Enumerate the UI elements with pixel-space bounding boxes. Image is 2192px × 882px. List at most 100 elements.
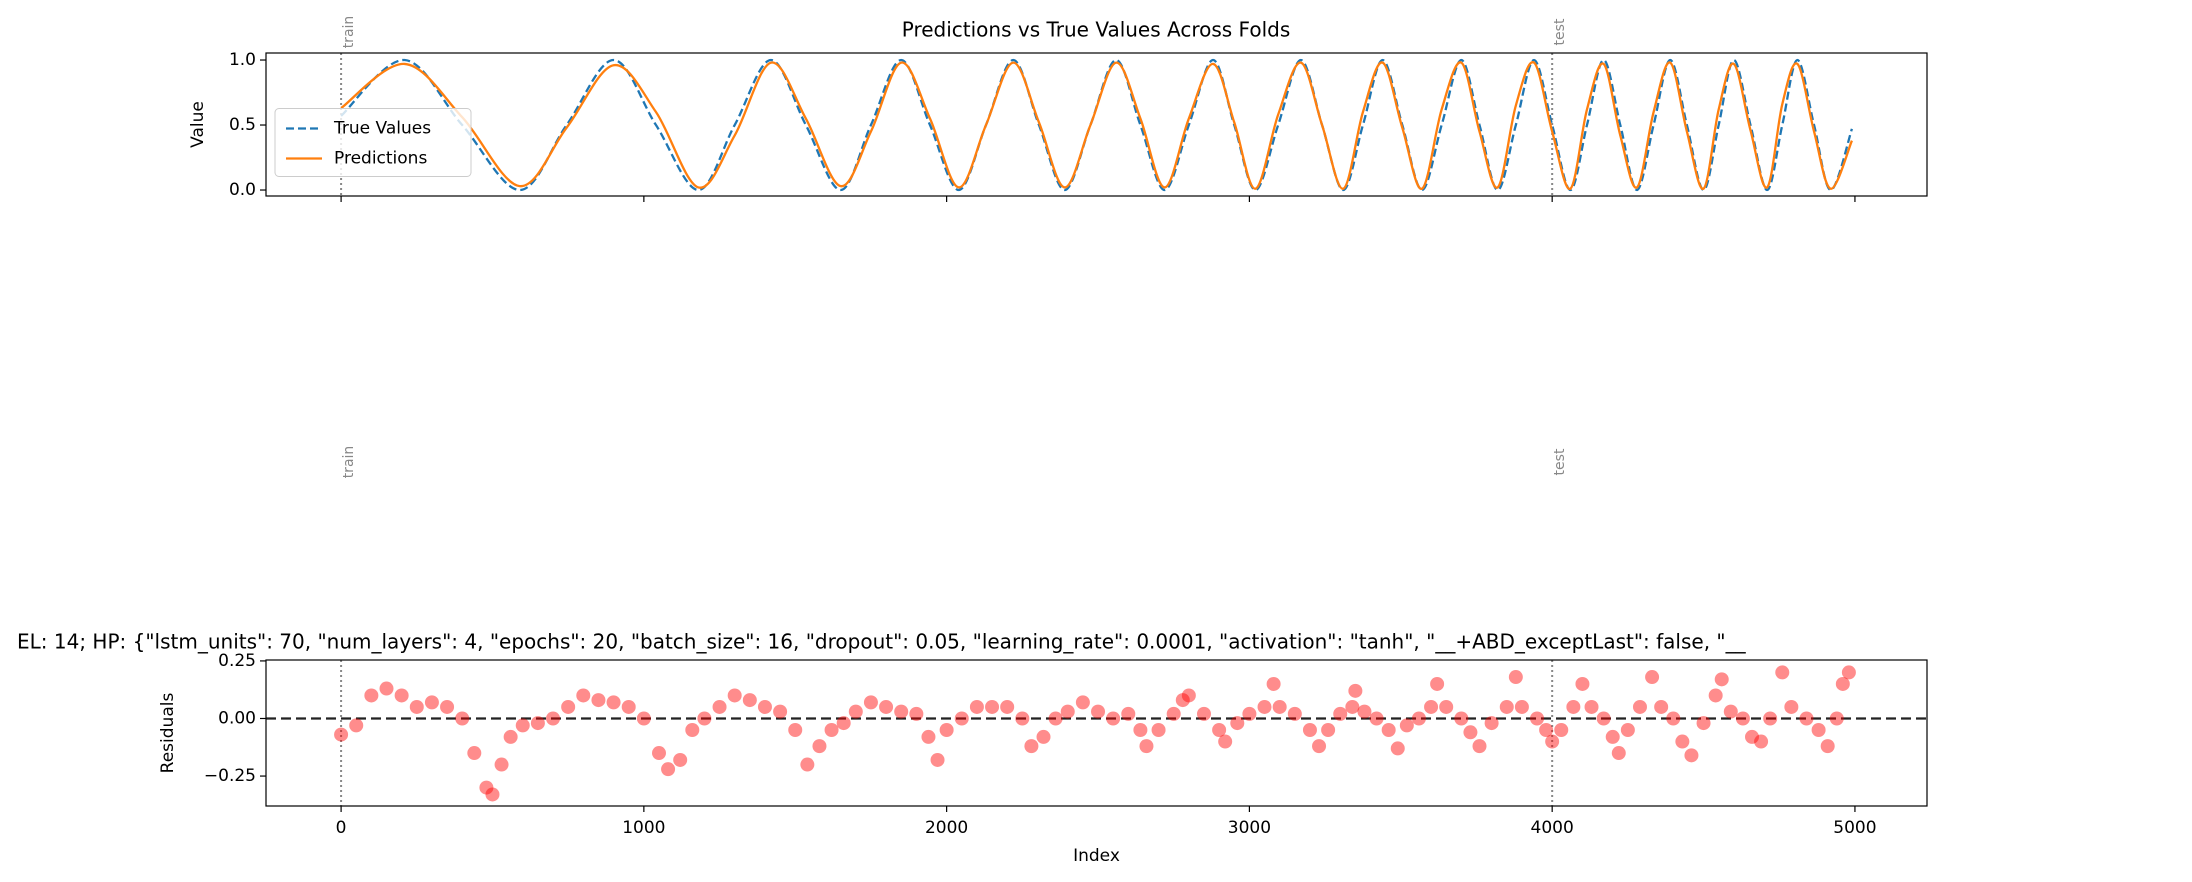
residual-point (1763, 711, 1778, 726)
residual-point (1775, 665, 1790, 680)
residual-point (1390, 741, 1405, 756)
residual-point (1121, 706, 1136, 721)
residual-point (379, 681, 394, 696)
residual-point (1829, 711, 1844, 726)
residual-point (1735, 711, 1750, 726)
residual-point (673, 752, 688, 767)
residual-point (800, 757, 815, 772)
residual-point (1754, 734, 1769, 749)
residual-point (591, 693, 606, 708)
residual-point (757, 699, 772, 714)
residual-point (440, 699, 455, 714)
residual-point (824, 723, 839, 738)
residual-point (1514, 699, 1529, 714)
residual-point (1230, 716, 1245, 731)
residual-point (1272, 699, 1287, 714)
residual-point (561, 699, 576, 714)
residual-point (1369, 711, 1384, 726)
residual-point (773, 704, 788, 719)
residual-point (1545, 734, 1560, 749)
residual-point (1566, 699, 1581, 714)
residual-point (621, 699, 636, 714)
residual-point (1399, 718, 1414, 733)
residual-point (1605, 729, 1620, 744)
residual-point (697, 711, 712, 726)
series-line (340, 61, 1853, 190)
residual-point (812, 739, 827, 754)
residual-point (909, 706, 924, 721)
residual-point (1596, 711, 1611, 726)
residual-point (1554, 723, 1569, 738)
residual-point (848, 704, 863, 719)
residual-point (1811, 723, 1826, 738)
y-tick-label: 0.00 (218, 708, 256, 728)
residual-point (409, 699, 424, 714)
residual-point (1611, 746, 1626, 761)
residual-point (1784, 699, 1799, 714)
residual-point (1411, 711, 1426, 726)
residual-point (727, 688, 742, 703)
y-tick-label: −0.25 (204, 766, 256, 786)
x-tick-label: 5000 (1833, 818, 1876, 838)
residual-point (1820, 739, 1835, 754)
residual-point (1348, 683, 1363, 698)
residual-point (1133, 723, 1148, 738)
residual-point (939, 723, 954, 738)
residual-point (1302, 723, 1317, 738)
legend-label: Predictions (334, 149, 427, 169)
residual-point (424, 695, 439, 710)
residual-point (1181, 688, 1196, 703)
residual-point (1799, 711, 1814, 726)
residual-point (1091, 704, 1106, 719)
residual-point (954, 711, 969, 726)
residual-point (1539, 723, 1554, 738)
fold-label: train (341, 446, 357, 479)
residual-point (1312, 739, 1327, 754)
residual-point (546, 711, 561, 726)
residual-point (1675, 734, 1690, 749)
residual-point (863, 695, 878, 710)
residual-point (1151, 723, 1166, 738)
residual-point (1430, 676, 1445, 691)
residual-point (1024, 739, 1039, 754)
chart-title: Predictions vs True Values Across Folds (902, 18, 1291, 42)
residual-point (1645, 670, 1660, 685)
residual-point (1508, 670, 1523, 685)
residual-point (1835, 676, 1850, 691)
residual-point (334, 727, 349, 742)
residual-point (969, 699, 984, 714)
residual-point (788, 723, 803, 738)
residual-point (349, 718, 364, 733)
residual-point (1841, 665, 1856, 680)
axes-frame (265, 52, 1928, 197)
residual-point (1620, 723, 1635, 738)
residual-point (1666, 711, 1681, 726)
residual-point (879, 699, 894, 714)
x-tick-label: 0 (336, 818, 347, 838)
residual-point (1530, 711, 1545, 726)
residual-point (364, 688, 379, 703)
residual-point (1463, 725, 1478, 740)
residual-point (1075, 695, 1090, 710)
fold-label: train (341, 16, 357, 49)
x-tick-label: 4000 (1531, 818, 1574, 838)
residual-point (1424, 699, 1439, 714)
residual-point (1196, 706, 1211, 721)
residual-point (1000, 699, 1015, 714)
residual-point (836, 716, 851, 731)
residual-point (636, 711, 651, 726)
residual-point (576, 688, 591, 703)
y-tick-label: 0.25 (218, 651, 256, 671)
residual-point (1015, 711, 1030, 726)
residual-point (1439, 699, 1454, 714)
residual-point (1484, 716, 1499, 731)
residual-point (1106, 711, 1121, 726)
residual-point (1218, 734, 1233, 749)
residual-point (1744, 729, 1759, 744)
residual-point (1575, 676, 1590, 691)
residual-point (1166, 706, 1181, 721)
residual-point (1454, 711, 1469, 726)
residual-point (503, 729, 518, 744)
residual-point (1723, 704, 1738, 719)
